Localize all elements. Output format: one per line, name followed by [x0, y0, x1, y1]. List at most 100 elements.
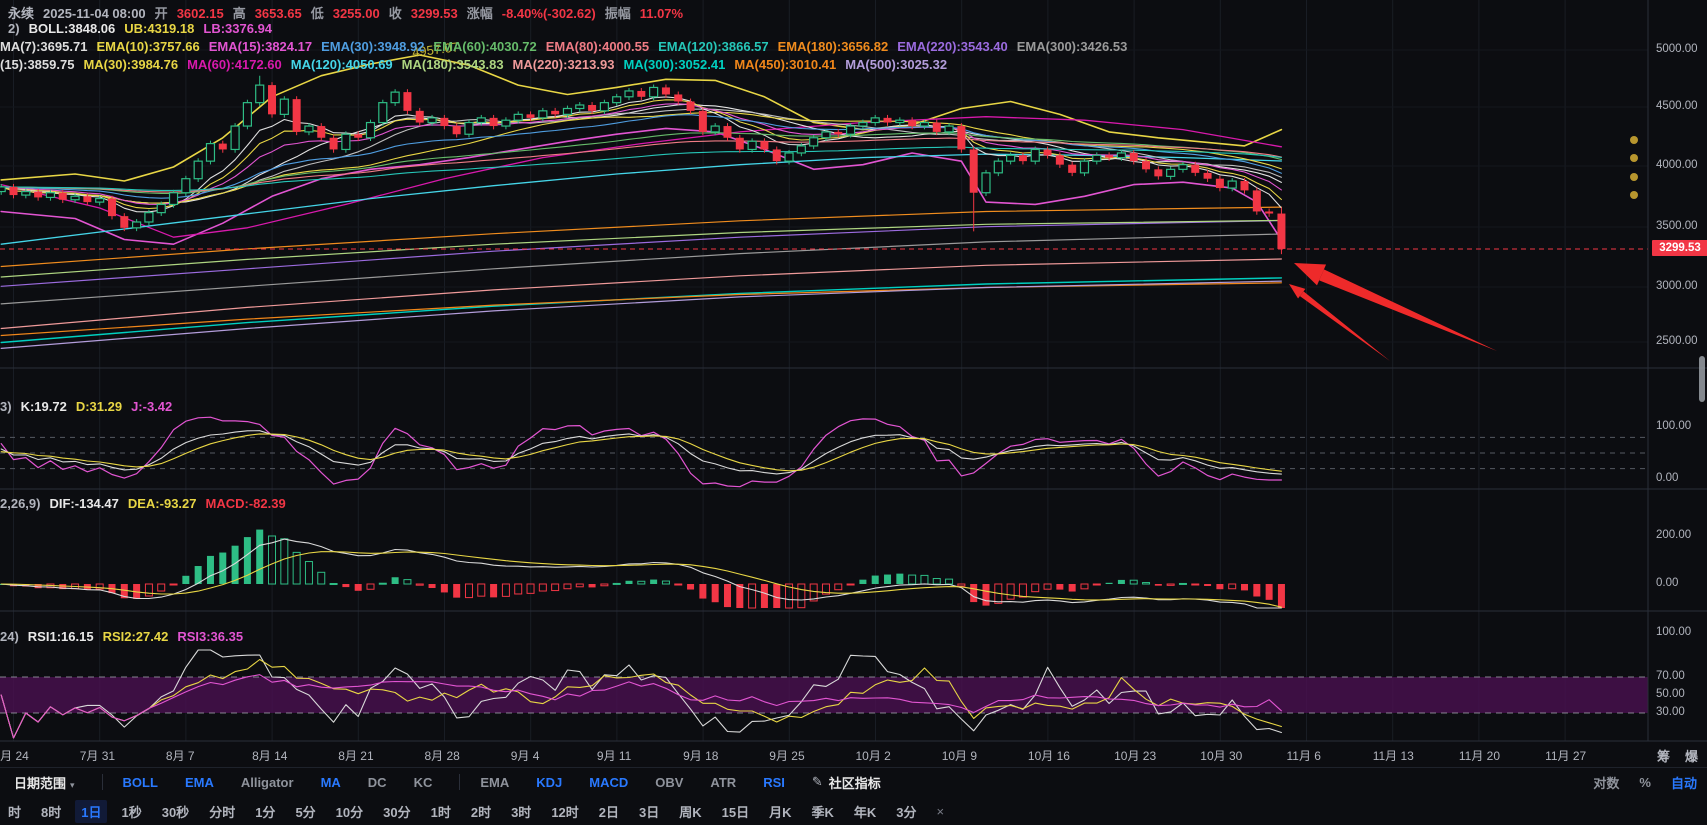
indicator-rsi[interactable]: RSI: [763, 774, 785, 790]
timeframe-toolbar: 时 8时 1日 1秒 30秒 分时 1分 5分 10分 30分 1时 2时 3时 12时 2日 3日 周K 15日…: [0, 797, 1707, 825]
timeframe-3分[interactable]: 3分: [896, 804, 917, 820]
date-axis[interactable]: 7月 24 7月 31 8月 7 8月 14 8月 21 8月 28 9月 4 9月 11 9月…: [0, 744, 1707, 766]
axis-tick-label: 4500.00: [1656, 100, 1698, 112]
rsi-legend-row: 24) RSI1:16.15 RSI2:27.42 RSI3:36.35: [0, 629, 252, 644]
macd-segment: 2,26,9): [0, 496, 41, 511]
indicator-atr[interactable]: ATR: [710, 774, 737, 790]
percent-scale-button[interactable]: %: [1639, 775, 1651, 790]
date-tick-label: 9月 11: [596, 749, 632, 763]
indicator-boll[interactable]: BOLL: [122, 774, 158, 790]
timeframe-10分[interactable]: 10分: [335, 804, 364, 820]
ema-segment: EMA(120):3866.57: [658, 39, 769, 54]
date-tick-label: 9月 25: [769, 749, 805, 763]
axis-tick-label: 3000.00: [1656, 280, 1698, 292]
indicator-kdj[interactable]: KDJ: [536, 774, 563, 790]
timeframe-季K[interactable]: 季K: [811, 804, 834, 820]
ma-segment: MA(120):4050.69: [290, 57, 393, 72]
ohlc-segment: 3653.65: [254, 6, 302, 21]
ma-segment: MA(220):3213.93: [512, 57, 615, 72]
ohlc-segment: 振幅: [604, 6, 631, 21]
indicator-ema-overlay[interactable]: EMA: [184, 774, 214, 790]
axis-tick-label: 200.00: [1656, 529, 1692, 541]
date-tick-label: 9月 4: [510, 749, 540, 763]
auto-scale-button[interactable]: 自动: [1670, 776, 1697, 791]
date-tick-label: 11月 13: [1372, 749, 1414, 763]
timeframe-30秒[interactable]: 30秒: [161, 804, 190, 820]
timeframe-3时[interactable]: 3时: [511, 804, 532, 820]
edit-icon[interactable]: ✎: [811, 774, 823, 789]
indicator-ema-sub[interactable]: EMA: [480, 774, 510, 790]
ma-segment: MA(450):3010.41: [734, 57, 837, 72]
macd-segment: MACD:-82.39: [205, 496, 286, 511]
date-tick-label: 11月 20: [1458, 749, 1501, 763]
indicator-obv[interactable]: OBV: [655, 774, 684, 790]
ema-segment: EMA(300):3426.53: [1016, 39, 1128, 54]
indicator-alligator[interactable]: Alligator: [240, 774, 294, 790]
indicator-dc[interactable]: DC: [367, 774, 387, 790]
ema-segment: EMA(10):3757.66: [96, 39, 200, 54]
kdj-segment: J:-3.42: [131, 399, 173, 414]
timeframe-周K[interactable]: 周K: [679, 804, 702, 820]
date-tick-label: 8月 7: [165, 749, 195, 763]
timeframe-分时[interactable]: 分时: [209, 804, 236, 820]
axis-tick-label: 30.00: [1656, 706, 1685, 718]
timeframe-12时[interactable]: 12时: [551, 804, 579, 820]
indicator-macd[interactable]: MACD: [589, 774, 629, 790]
timeframe-30分[interactable]: 30分: [383, 804, 411, 820]
indicator-toolbar: 日期范围 ▾ BOLL EMA Alligator MA DC KC EMA KDJ MACD OBV…: [0, 767, 1707, 796]
macd-segment: DIF:-134.47: [49, 496, 119, 511]
ma-legend-row: (15):3859.75 MA(30):3984.76 MA(60):4172.60…: [0, 57, 956, 72]
ema-segment: MA(7):3695.71: [0, 39, 88, 54]
date-tick-label: 8月 14: [252, 749, 288, 763]
log-scale-button[interactable]: 对数: [1593, 776, 1620, 791]
ma-segment: (15):3859.75: [0, 57, 75, 72]
date-range-button[interactable]: 日期范围 ▾: [14, 775, 75, 791]
boll-segment: BOLL:3848.06: [28, 21, 116, 36]
ohlc-segment: 3255.00: [332, 6, 380, 21]
community-indicators-button[interactable]: 社区指标: [828, 775, 881, 791]
ema-segment: EMA(60):4030.72: [433, 39, 537, 54]
ema-segment: EMA(180):3656.82: [777, 39, 889, 54]
close-icon[interactable]: ×: [936, 803, 945, 819]
timeframe-2时[interactable]: 2时: [470, 804, 492, 820]
toolbar-divider: [459, 774, 461, 790]
ohlc-segment: 3602.15: [176, 6, 224, 21]
chip-distribution-toggle[interactable]: 筹: [1657, 749, 1671, 764]
indicator-kc[interactable]: KC: [413, 774, 433, 790]
timeframe-1秒[interactable]: 1秒: [121, 804, 142, 820]
timeframe-1分[interactable]: 1分: [255, 804, 276, 820]
ohlc-segment: -8.40%(-302.62): [501, 6, 596, 21]
candlestick-chart[interactable]: [0, 0, 1707, 743]
ema-segment: EMA(80):4000.55: [545, 39, 650, 54]
ma-segment: MA(300):3052.41: [623, 57, 726, 72]
timeframe-2日[interactable]: 2日: [598, 804, 620, 820]
ohlc-segment: 涨幅: [466, 6, 493, 21]
date-tick-label: 10月 2: [855, 749, 891, 763]
ohlc-segment: 低: [310, 6, 324, 21]
liquidation-toggle[interactable]: 爆: [1685, 749, 1699, 764]
timeframe-时[interactable]: 时: [8, 804, 22, 820]
timeframe-年K[interactable]: 年K: [853, 804, 877, 820]
timeframe-3日[interactable]: 3日: [639, 804, 660, 820]
timeframe-8时[interactable]: 8时: [41, 804, 62, 820]
ohlc-segment: 开: [154, 6, 168, 21]
axis-tick-label: 0.00: [1656, 472, 1679, 484]
timeframe-1日[interactable]: 1日: [75, 799, 108, 823]
boll-segment: 2): [8, 21, 20, 36]
indicator-ma[interactable]: MA: [320, 774, 341, 790]
ma-segment: MA(180):3543.83: [401, 57, 504, 72]
date-tick-label: 9月 18: [683, 749, 719, 763]
ema-segment: EMA(220):3543.40: [897, 39, 1008, 54]
date-tick-label: 8月 28: [424, 749, 460, 763]
ma-segment: MA(30):3984.76: [83, 57, 179, 72]
timeframe-1时[interactable]: 1时: [430, 804, 451, 820]
boll-segment: UB:4319.18: [124, 21, 195, 36]
chevron-down-icon: ▾: [70, 779, 75, 790]
timeframe-月K[interactable]: 月K: [769, 804, 792, 820]
rsi-segment: RSI2:27.42: [102, 629, 169, 644]
timeframe-15日[interactable]: 15日: [721, 804, 750, 820]
ema-legend-row: MA(7):3695.71 EMA(10):3757.66 EMA(15):3824…: [0, 39, 1136, 54]
timeframe-5分[interactable]: 5分: [295, 804, 316, 820]
ma-segment: MA(500):3025.32: [845, 57, 948, 72]
